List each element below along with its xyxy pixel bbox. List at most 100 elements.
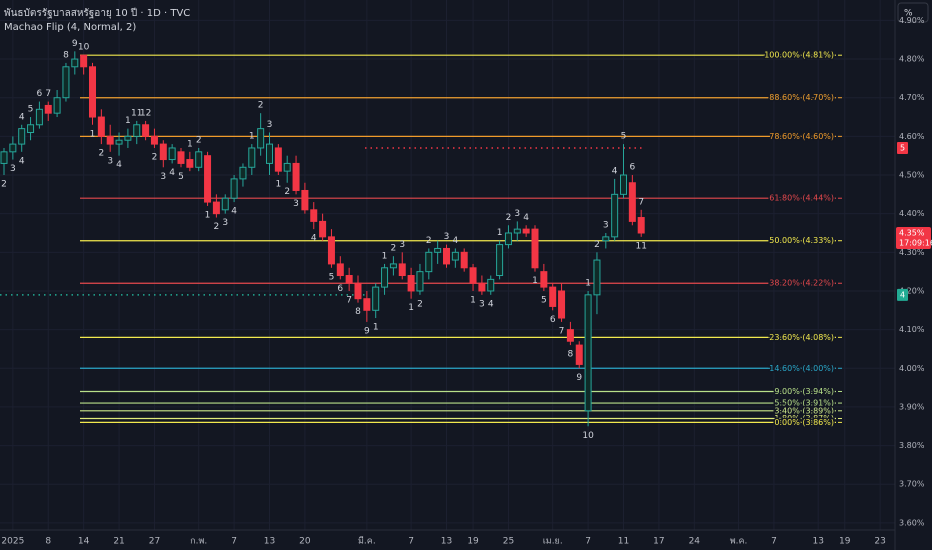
candle-body [124, 135, 132, 141]
candle-body [18, 128, 26, 145]
flip-label: 5 [329, 272, 335, 282]
candle-body [195, 151, 203, 168]
candle-body [460, 251, 468, 269]
flip-label: 9 [72, 39, 78, 49]
flip-label: 5 [541, 295, 547, 305]
x-tick-label: 8 [45, 537, 51, 547]
x-tick-label: 7 [585, 537, 591, 547]
last-price-label: 4.35% [899, 228, 925, 237]
flip-label: 2 [506, 213, 512, 223]
candle-body [248, 147, 256, 168]
flip-label: 1 [205, 210, 211, 220]
candle-body [389, 263, 397, 269]
grid [0, 0, 895, 530]
fib-label: 78.60% (4.60%) [769, 132, 834, 141]
candle-body [212, 201, 220, 215]
x-tick-label: 24 [689, 537, 701, 547]
flip-label: 3 [444, 232, 450, 242]
flip-label: 10 [78, 43, 90, 53]
fib-label: 38.20% (4.22%) [769, 279, 834, 288]
candle-body [628, 182, 636, 222]
x-tick-label: 13 [812, 537, 823, 547]
flip-label: 4 [523, 213, 529, 223]
flip-label: 7 [346, 295, 352, 305]
candle-body [478, 282, 486, 292]
candle-body [319, 220, 327, 238]
flip-label: 6 [550, 315, 556, 325]
chart-title: พันธบัตรรัฐบาลสหรัฐอายุ 10 ปี · 1D · TVC [4, 7, 190, 19]
flip-label: 7 [638, 197, 644, 207]
candle-body [496, 244, 504, 277]
x-tick-label: 7 [231, 537, 237, 547]
candle-body [336, 263, 344, 277]
x-tick-label: 2025 [1, 537, 24, 547]
candle-body [159, 143, 167, 161]
x-tick-label: 27 [149, 537, 160, 547]
candle-body [522, 228, 530, 234]
x-tick-label: 25 [503, 537, 514, 547]
y-tick-label: 4.80% [899, 55, 925, 64]
flip-label: 2 [417, 299, 423, 309]
candle-body [71, 58, 79, 68]
scale-button-label[interactable]: % [904, 9, 913, 19]
flip-label: 3 [107, 156, 113, 166]
candle-body [310, 209, 318, 222]
candle-body [593, 259, 601, 296]
candle-body [292, 162, 300, 191]
candle-body [133, 124, 141, 137]
candle-body [168, 147, 176, 161]
fib-label: 23.60% (4.08%) [769, 333, 834, 342]
candle-body [283, 162, 291, 172]
candle-body [97, 116, 105, 137]
level-badge-label: 4 [900, 290, 905, 299]
candle-body [106, 135, 114, 145]
candle-body [443, 247, 450, 265]
candle-body [469, 267, 477, 284]
candle-body [44, 104, 52, 114]
flip-label: 1 [532, 276, 538, 286]
y-tick-label: 4.00% [899, 364, 925, 373]
flip-label: 1 [275, 180, 281, 190]
candle-body [354, 282, 362, 300]
candle-body [177, 151, 185, 164]
countdown: 17:09:16 [899, 238, 932, 247]
candle-body [611, 193, 619, 238]
candle-body [142, 124, 150, 137]
flip-label: 3 [10, 164, 16, 174]
y-tick-label: 4.60% [899, 132, 925, 141]
candle-body [584, 294, 592, 412]
flip-label: 1 [249, 132, 255, 142]
flip-label: 4 [311, 234, 317, 244]
candle-body [239, 166, 247, 180]
x-tick-label: 20 [299, 537, 311, 547]
fib-label: 5.50% (3.91%) [774, 399, 834, 408]
y-tick-label: 4.70% [899, 93, 925, 102]
candle-body [602, 236, 610, 242]
x-tick-label: 14 [78, 537, 90, 547]
flip-label: 9 [364, 326, 370, 336]
flip-label: 2 [594, 240, 600, 250]
flip-label: 2 [152, 152, 158, 162]
flip-label: 4 [169, 168, 175, 178]
y-tick-label: 3.70% [899, 480, 925, 489]
x-tick-label: 7 [408, 537, 414, 547]
flip-label: 6 [337, 284, 343, 294]
x-tick-label: เม.ย. [543, 537, 563, 547]
flip-label: 7 [45, 89, 51, 99]
flip-label: 2 [426, 236, 432, 246]
x-tick-label: ก.พ. [190, 537, 207, 547]
candle-body [363, 298, 371, 311]
candle-body [35, 108, 43, 126]
candle-body [257, 128, 265, 149]
candle-body [115, 139, 123, 145]
scale-button[interactable] [897, 2, 929, 23]
fib-label: 100.00% (4.81%) [764, 51, 834, 60]
flip-label: 5 [178, 172, 184, 182]
x-tick-label: 13 [264, 537, 275, 547]
flip-label: 8 [568, 350, 574, 360]
flip-label: 5 [28, 105, 34, 115]
flip-label: 1 [470, 295, 476, 305]
candle-body [274, 147, 282, 172]
